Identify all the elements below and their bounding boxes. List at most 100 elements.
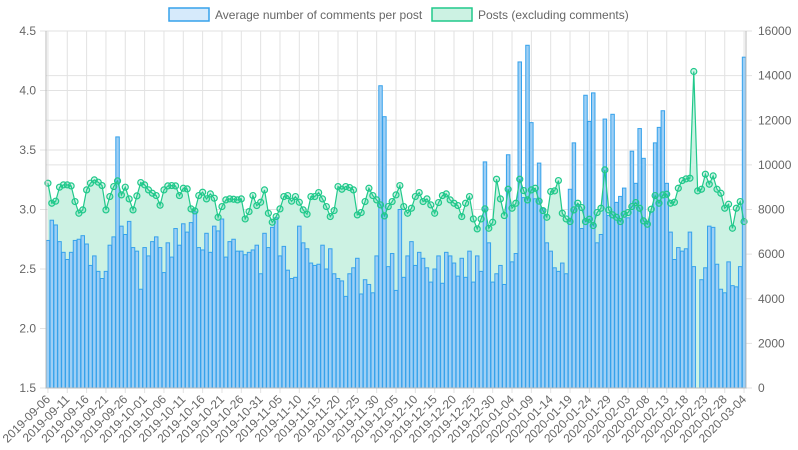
posts-point [79, 206, 87, 214]
avg-comments-bar [707, 225, 712, 389]
posts-point [690, 67, 698, 76]
avg-comments-bar [587, 120, 592, 389]
posts-point [376, 201, 385, 209]
avg-comments-bar [270, 226, 275, 389]
avg-comments-bar [119, 225, 124, 389]
y-right-tick-label: 0 [758, 381, 765, 395]
avg-comments-bar [142, 247, 147, 389]
posts-point [496, 195, 505, 203]
posts-point [330, 206, 338, 215]
legend-swatch-avg-comments[interactable] [168, 7, 210, 22]
avg-comments-bar [111, 236, 116, 389]
avg-comments-bar [734, 286, 739, 389]
posts-point [651, 191, 659, 200]
legend-label-posts[interactable]: Posts (excluding comments) [478, 8, 629, 22]
avg-comments-bar [428, 281, 434, 389]
posts-point [52, 197, 60, 205]
avg-comments-bar [629, 150, 635, 389]
avg-comments-bar [602, 118, 608, 389]
avg-comments-bar [664, 182, 669, 389]
avg-comments-bar [672, 258, 677, 389]
avg-comments-bar [335, 278, 341, 389]
avg-comments-bar [157, 247, 163, 389]
avg-comments-bar [710, 226, 716, 389]
posts-point [520, 186, 528, 195]
avg-comments-bar [138, 288, 143, 389]
posts-point [98, 181, 106, 190]
avg-comments-bar [328, 248, 333, 389]
avg-comments-bar [366, 283, 372, 389]
y-right-tick-label: 10000 [758, 158, 792, 172]
avg-comments-bar [405, 255, 410, 389]
posts-point [508, 204, 516, 212]
avg-comments-bar [65, 258, 70, 389]
posts-point [523, 196, 532, 204]
posts-point [585, 215, 593, 223]
posts-point [427, 201, 435, 209]
avg-comments-bar [204, 232, 209, 389]
posts-point [678, 176, 686, 185]
avg-comments-bar [451, 262, 457, 389]
posts-point [315, 188, 323, 197]
avg-comments-bar [436, 255, 441, 389]
posts-point [257, 198, 265, 206]
avg-comments-bar [389, 253, 395, 389]
posts-point [605, 206, 613, 214]
avg-comments-bar [177, 244, 182, 389]
avg-comments-bar [703, 267, 708, 389]
posts-point [663, 190, 671, 198]
posts-point [365, 184, 373, 192]
avg-comments-bar [153, 236, 159, 389]
avg-comments-bar [413, 264, 418, 389]
posts-point [183, 185, 191, 193]
avg-comments-bar [126, 220, 132, 389]
avg-comments-bar [447, 255, 453, 389]
y-right-tick-label: 14000 [758, 69, 792, 83]
posts-point [717, 189, 725, 197]
avg-comments-bar [181, 223, 186, 389]
posts-point [535, 197, 543, 205]
avg-comments-bar [227, 241, 232, 389]
avg-comments-bar [625, 217, 631, 389]
posts-point [434, 198, 443, 207]
posts-point [249, 191, 257, 200]
avg-comments-bar [560, 262, 565, 389]
avg-comments-bar [668, 231, 673, 389]
avg-comments-bar [281, 245, 287, 389]
avg-comments-bar [115, 136, 120, 389]
posts-point [465, 192, 474, 201]
avg-comments-bar [571, 142, 577, 389]
avg-comments-bar [420, 257, 426, 389]
legend-swatch-posts[interactable] [431, 7, 473, 22]
avg-comments-bar [679, 250, 685, 389]
posts-point [477, 215, 485, 223]
posts-point [113, 177, 122, 185]
avg-comments-bar [502, 283, 507, 389]
avg-comments-bar [103, 270, 109, 389]
avg-comments-bar [683, 248, 689, 389]
avg-comments-bar [575, 204, 581, 389]
avg-comments-bar [184, 231, 190, 389]
avg-comments-bar [548, 250, 553, 389]
posts-point [218, 202, 226, 211]
avg-comments-bar [382, 116, 387, 389]
posts-point [500, 211, 508, 220]
posts-point [415, 188, 423, 197]
posts-point [554, 176, 563, 185]
y-left-tick-label: 4.5 [19, 24, 36, 38]
avg-comments-bar [459, 257, 464, 389]
posts-point [473, 225, 481, 233]
avg-comments-bar [590, 92, 596, 389]
avg-comments-bar [347, 273, 352, 389]
avg-comments-bar [358, 293, 364, 389]
legend: Average number of comments per post Post… [168, 7, 629, 22]
posts-line-path [47, 71, 745, 231]
avg-comments-bar [343, 295, 348, 389]
posts-point [384, 202, 392, 211]
posts-point [369, 191, 377, 200]
avg-comments-bar [687, 231, 693, 389]
legend-label-avg-comments[interactable]: Average number of comments per post [215, 8, 423, 22]
avg-comments-bar [474, 255, 480, 389]
avg-comments-bar [173, 228, 178, 389]
posts-point [349, 186, 358, 194]
